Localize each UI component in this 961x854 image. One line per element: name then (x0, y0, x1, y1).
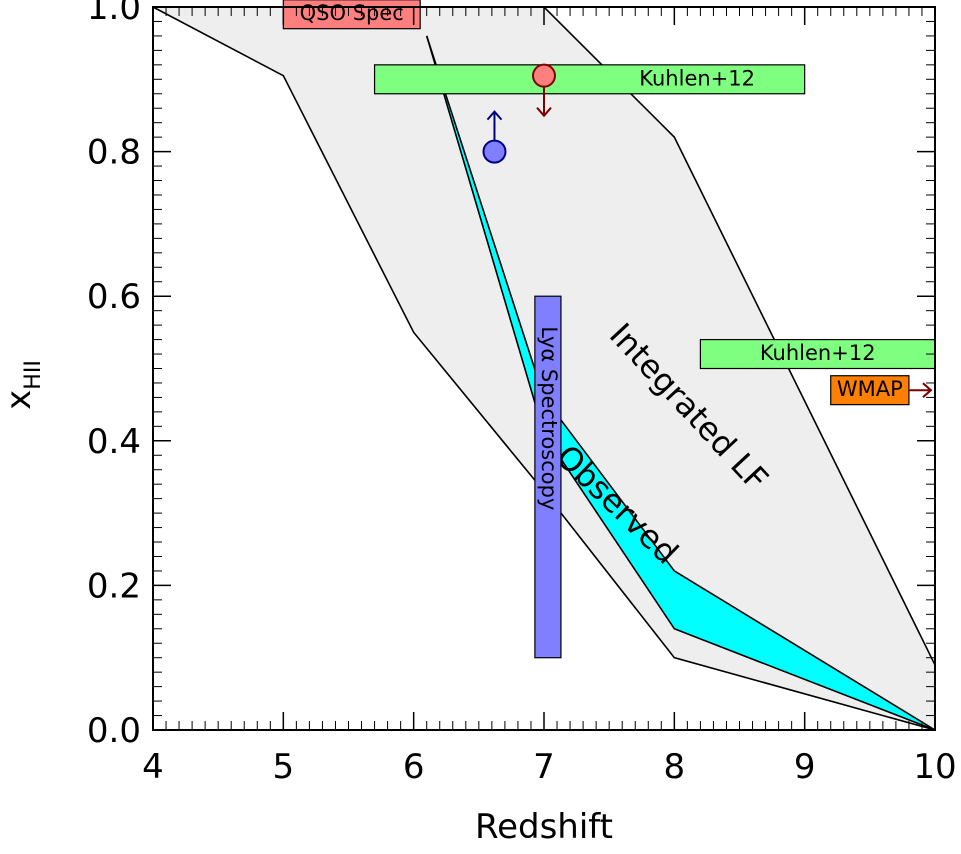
constraint-kuhlen-12-1-label: Kuhlen+12 (639, 66, 755, 90)
region-integrated-lf-lower-line (152, 6, 936, 731)
y-tick-label: 0.4 (87, 422, 141, 462)
region-observed-lower-line (425, 35, 936, 731)
y-tick-label: 1.0 (87, 0, 141, 28)
constraint-kuhlen-12-1-box (373, 64, 806, 95)
x-tick-label: 4 (142, 747, 164, 787)
limit-point-up-1-arrow-head (486, 110, 503, 121)
y-tick-label: 0.0 (87, 711, 141, 751)
limit-point-down-0-arrow-head (536, 107, 552, 118)
region-observed-upper-line (425, 35, 936, 731)
x-tick-label: 9 (794, 747, 816, 787)
constraint-qso-spec-0-label: QSO Spec (300, 1, 404, 25)
x-tick-label: 8 (664, 747, 686, 787)
constraint-wmap-3-arrow-head (922, 382, 933, 398)
y-tick-label: 0.6 (87, 277, 141, 317)
x-tick-label: 7 (533, 747, 555, 787)
y-axis-title-subscript: HII (21, 360, 46, 390)
y-tick-label: 0.8 (87, 133, 141, 173)
y-tick-label: 0.2 (87, 566, 141, 606)
limit-point-up-1-marker (482, 139, 507, 164)
constraint-wmap-3-label: WMAP (837, 377, 903, 401)
x-axis-title: Redshift (475, 807, 613, 847)
constraint-kuhlen-12-2-label: Kuhlen+12 (760, 341, 876, 365)
constraint-ly-spectroscopy-4-box (534, 295, 562, 659)
constraint-kuhlen-12-2-box (699, 338, 936, 370)
constraint-ly-spectroscopy-4-label: Lyα Spectroscopy (537, 326, 561, 510)
limit-point-down-0-marker (532, 63, 556, 88)
x-tick-label: 5 (273, 747, 295, 787)
y-axis-title-main: x (0, 390, 39, 410)
x-tick-label: 10 (913, 747, 956, 787)
x-tick-label: 6 (403, 747, 425, 787)
y-axis-title: xHII (0, 360, 46, 410)
region-observed-fill (426, 35, 935, 731)
